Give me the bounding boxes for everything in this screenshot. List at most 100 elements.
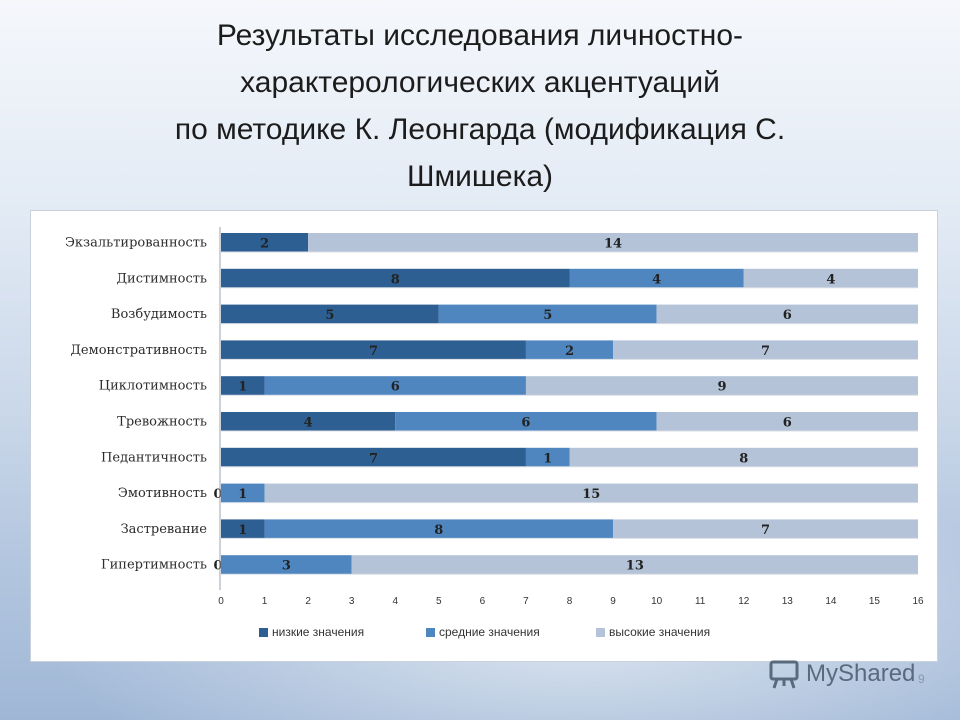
category-label: Экзальтированность	[65, 236, 207, 251]
stacked-bar-chart: Экзальтированность2014Дистимность844Возб…	[65, 227, 924, 639]
legend-label: средние значения	[439, 625, 540, 639]
bar-segment	[525, 447, 570, 467]
bar-segment	[308, 233, 918, 252]
bar-segment	[264, 376, 526, 396]
data-label: 7	[369, 451, 378, 466]
bar-segment	[221, 555, 352, 575]
title-line-2: характерологических акцентуаций	[240, 66, 720, 99]
bar-segment	[656, 412, 918, 431]
watermark: MyShared	[768, 656, 915, 692]
bar-segment	[395, 412, 657, 431]
x-tick-label: 1	[262, 596, 268, 607]
x-tick-label: 16	[912, 596, 924, 607]
category-label: Циклотимность	[99, 379, 207, 394]
data-label: 7	[761, 344, 770, 359]
data-label: 4	[826, 272, 835, 287]
data-label: 6	[783, 416, 792, 431]
data-label: 7	[761, 523, 770, 538]
category-label: Демонстративность	[70, 343, 207, 358]
legend-label: высокие значения	[609, 625, 710, 639]
x-tick-label: 13	[782, 596, 794, 607]
bar-segment	[221, 268, 570, 288]
data-label: 5	[543, 308, 552, 323]
presentation-board-icon	[769, 660, 799, 689]
watermark-text: MyShared	[806, 660, 916, 687]
bar-segment	[613, 519, 918, 539]
bar-segment	[525, 340, 614, 360]
data-label: 0	[213, 559, 222, 574]
bar-segment	[264, 483, 918, 503]
data-label: 1	[543, 451, 552, 466]
bar-segment	[221, 340, 526, 360]
x-tick-label: 0	[218, 596, 224, 607]
bar-segment	[569, 268, 744, 288]
legend-swatch	[426, 628, 435, 637]
data-label: 0	[213, 487, 222, 502]
data-label: 1	[238, 523, 247, 538]
bar-segment	[613, 340, 918, 360]
data-label: 9	[717, 380, 726, 395]
x-tick-label: 8	[567, 596, 573, 607]
bar-segment	[656, 304, 918, 324]
data-label: 1	[238, 380, 247, 395]
category-label: Возбудимость	[111, 307, 207, 322]
x-tick-label: 9	[610, 596, 616, 607]
title-line-3: по методике К. Леонгарда (модификация С.	[174, 113, 786, 146]
x-tick-label: 5	[436, 596, 442, 607]
x-tick-label: 10	[651, 596, 663, 607]
category-label: Тревожность	[117, 415, 207, 430]
bar-segment	[525, 376, 918, 396]
x-tick-label: 7	[523, 596, 529, 607]
data-label: 3	[282, 559, 291, 574]
bar-segment	[264, 519, 614, 539]
bar-segment	[221, 519, 265, 539]
bar-segment	[221, 233, 309, 252]
bar-segment	[221, 447, 526, 467]
title-line-4: Шмишека)	[406, 160, 554, 193]
data-label: 14	[604, 237, 622, 252]
data-label: 5	[325, 308, 334, 323]
x-tick-label: 2	[305, 596, 311, 607]
chart-panel: Экзальтированность2014Дистимность844Возб…	[30, 210, 938, 662]
data-label: 2	[565, 344, 574, 359]
bar-segment	[569, 447, 918, 467]
bar-segment	[221, 412, 396, 431]
data-label: 15	[582, 487, 600, 502]
bar-segment	[743, 268, 918, 288]
title-line-1: Результаты исследования личностно-	[216, 19, 744, 52]
x-tick-label: 15	[869, 596, 881, 607]
bar-segment	[438, 304, 657, 324]
category-label: Дистимность	[116, 271, 207, 286]
data-label: 2	[260, 237, 269, 252]
x-tick-label: 3	[349, 596, 355, 607]
data-label: 6	[391, 380, 400, 395]
data-label: 8	[434, 523, 443, 538]
bar-segment	[221, 304, 439, 324]
data-label: 6	[521, 416, 530, 431]
data-label: 13	[626, 559, 644, 574]
data-label: 8	[739, 451, 748, 466]
category-label: Гипертимность	[101, 558, 207, 573]
category-label: Эмотивность	[118, 486, 207, 501]
x-tick-label: 14	[825, 596, 837, 607]
page-number: 9	[918, 672, 925, 686]
category-label: Педантичность	[101, 450, 207, 465]
data-label: 4	[304, 416, 313, 431]
x-tick-label: 4	[392, 596, 398, 607]
data-label: 8	[391, 272, 400, 287]
x-tick-label: 11	[695, 596, 706, 607]
bar-segment	[351, 555, 918, 575]
x-tick-label: 12	[738, 596, 750, 607]
data-label: 4	[652, 272, 661, 287]
data-label: 6	[783, 308, 792, 323]
data-label: 7	[369, 344, 378, 359]
legend-label: низкие значения	[272, 625, 364, 639]
x-tick-label: 6	[480, 596, 486, 607]
legend-swatch	[259, 628, 268, 637]
legend-swatch	[596, 628, 605, 637]
slide-title: Результаты исследования личностно- харак…	[70, 12, 890, 200]
bar-segment	[221, 376, 265, 396]
category-label: Застревание	[121, 522, 208, 537]
data-label: 1	[238, 487, 247, 502]
bar-segment	[221, 483, 265, 503]
